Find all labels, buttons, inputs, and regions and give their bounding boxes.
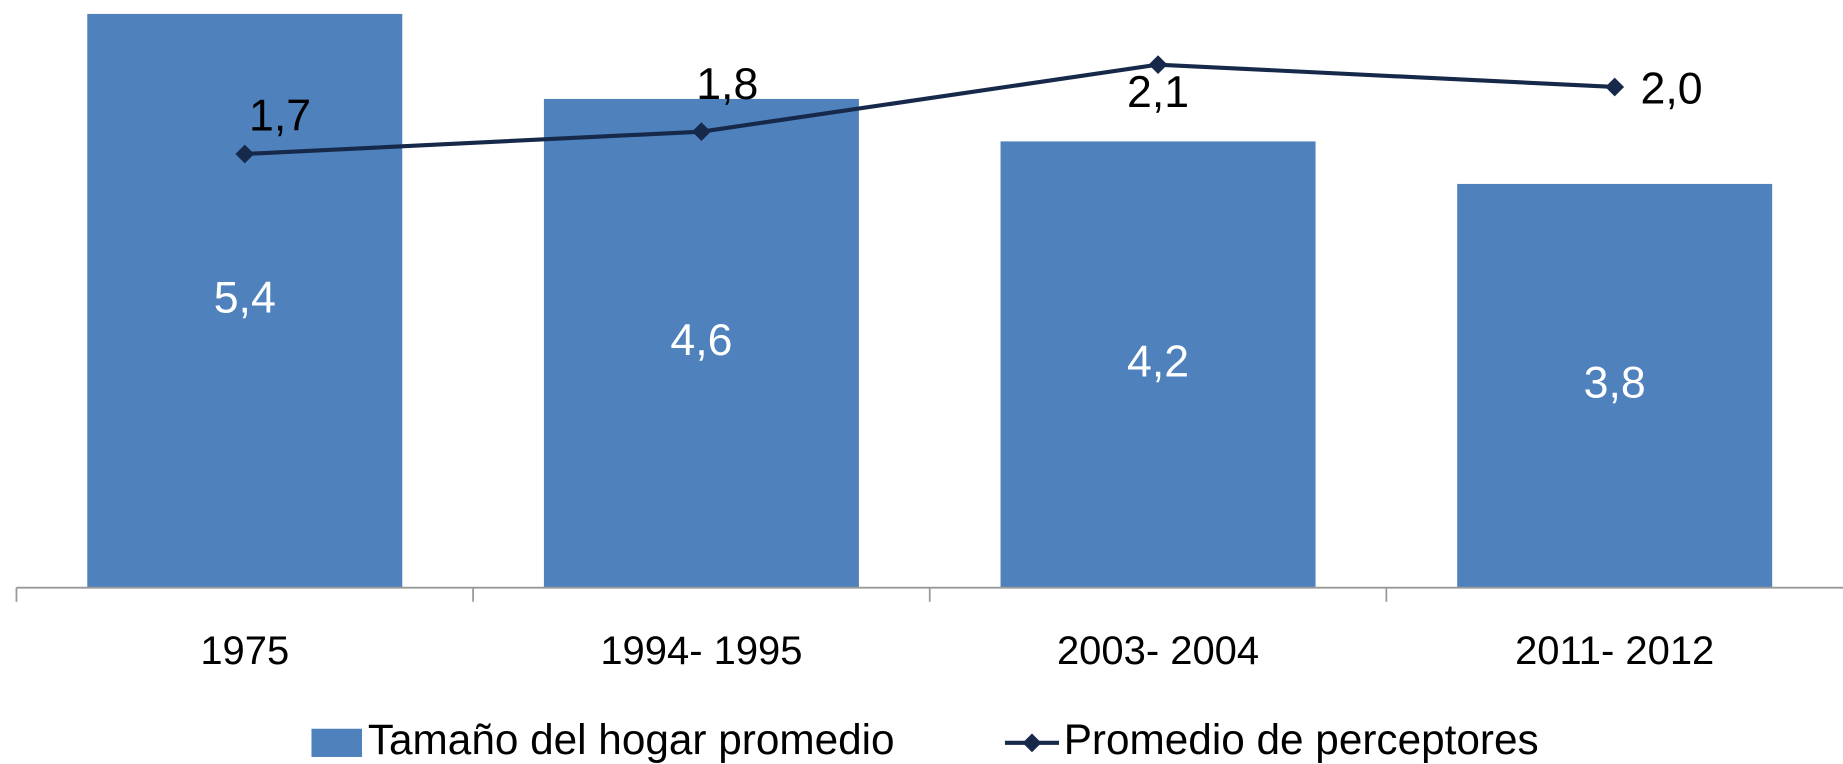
bar-value-label: 4,6 (670, 316, 732, 365)
bar-value-label: 4,2 (1127, 337, 1189, 386)
legend-label: Promedio de perceptores (1064, 716, 1539, 763)
line-value-label: 2,1 (1127, 68, 1189, 117)
x-tick-label: 1994- 1995 (600, 629, 802, 673)
bar (1000, 141, 1316, 588)
line (244, 62, 1615, 157)
line-value-label: 1,8 (696, 60, 758, 109)
legend-marker (1022, 733, 1042, 753)
legend-swatch (311, 728, 363, 757)
bar (1457, 183, 1773, 588)
bar-value-label: 3,8 (1584, 359, 1646, 408)
x-tick-label: 2011- 2012 (1515, 629, 1714, 673)
x-tick-label: 1975 (200, 629, 289, 673)
bar (87, 13, 403, 588)
bar-value-label: 5,4 (214, 274, 276, 323)
line-value-label: 1,7 (249, 92, 311, 141)
line-marker (1148, 55, 1168, 75)
line-value-label: 2,0 (1641, 64, 1703, 113)
line-marker (1605, 77, 1625, 97)
legend-label: Tamaño del hogar promedio (368, 716, 895, 763)
x-tick-label: 2003- 2004 (1057, 629, 1259, 673)
bar (543, 98, 859, 588)
